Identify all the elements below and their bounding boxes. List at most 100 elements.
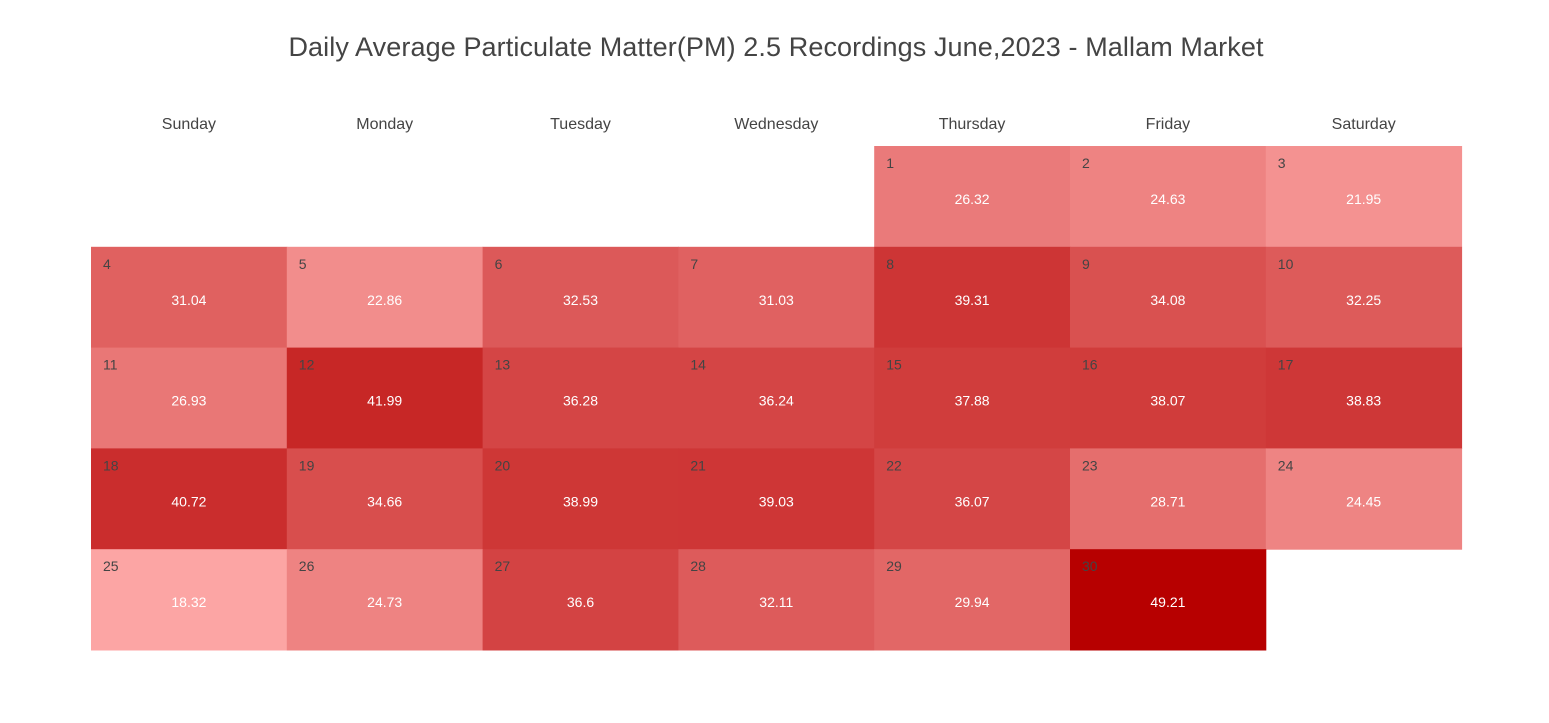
day-cell: 22 36.07 xyxy=(874,448,1071,550)
day-number-label: 15 xyxy=(886,357,902,373)
day-number-label: 3 xyxy=(1278,155,1286,171)
day-cell-fill xyxy=(91,448,288,550)
day-cell-fill xyxy=(874,246,1071,349)
day-cell-fill xyxy=(1265,448,1463,550)
day-cell: 18 40.72 xyxy=(91,448,288,550)
day-cell: 839.31 xyxy=(874,246,1071,349)
day-number-label: 1 xyxy=(886,155,894,171)
day-value-label: 32.53 xyxy=(563,292,598,308)
day-value-label: 38.83 xyxy=(1346,393,1381,409)
weekday-label: Tuesday xyxy=(550,116,611,133)
day-cell-fill xyxy=(482,347,679,449)
day-cell-fill xyxy=(1265,347,1463,449)
day-cell-fill xyxy=(678,549,875,651)
day-cell: 321.95 xyxy=(1265,146,1463,248)
day-value-label: 29.94 xyxy=(955,594,990,610)
day-cell-fill xyxy=(1070,549,1267,651)
weekday-label: Monday xyxy=(356,116,413,133)
day-value-label: 22.86 xyxy=(367,292,402,308)
day-number-label: 17 xyxy=(1278,357,1294,373)
day-cell: 731.03 xyxy=(678,246,875,349)
day-cell-fill xyxy=(1265,246,1463,349)
day-cell: 431.04 xyxy=(91,246,288,349)
day-cell: 27 36.6 xyxy=(482,549,679,651)
day-cell-fill xyxy=(482,549,679,651)
weekday-label: Saturday xyxy=(1332,116,1396,133)
day-value-label: 38.07 xyxy=(1150,393,1185,409)
day-value-label: 34.66 xyxy=(367,493,402,509)
day-cell-fill xyxy=(91,246,288,349)
day-number-label: 4 xyxy=(103,256,111,272)
day-cell: 29 29.94 xyxy=(874,549,1071,651)
day-value-label: 39.03 xyxy=(759,493,794,509)
day-cell: 21 39.03 xyxy=(678,448,875,550)
day-value-label: 36.24 xyxy=(759,393,794,409)
day-value-label: 36.6 xyxy=(567,594,594,610)
day-value-label: 24.45 xyxy=(1346,493,1381,509)
day-value-label: 49.21 xyxy=(1150,594,1185,610)
day-cell-fill xyxy=(1070,347,1267,449)
day-cell-fill xyxy=(874,448,1071,550)
day-cell-fill xyxy=(286,246,484,349)
day-number-label: 20 xyxy=(495,457,511,473)
day-number-label: 29 xyxy=(886,558,902,574)
weekday-label: Sunday xyxy=(162,116,216,133)
day-cell-fill xyxy=(1070,448,1267,550)
day-cell-fill xyxy=(1070,146,1267,248)
day-value-label: 39.31 xyxy=(955,292,990,308)
weekday-header-row: Sunday Monday Tuesday Wednesday Thursday Frid… xyxy=(162,116,1396,133)
day-cell: 10 32.25 xyxy=(1265,246,1463,349)
day-number-label: 23 xyxy=(1082,457,1098,473)
day-number-label: 24 xyxy=(1278,457,1294,473)
day-cell: 12 41.99 xyxy=(286,347,484,449)
day-number-label: 14 xyxy=(690,357,706,373)
day-cell-fill xyxy=(1070,246,1267,349)
day-value-label: 32.11 xyxy=(759,594,793,610)
day-cell-fill xyxy=(678,246,875,349)
weekday-label: Wednesday xyxy=(734,116,818,133)
day-cell: 19 34.66 xyxy=(286,448,484,550)
day-cell: 25 18.32 xyxy=(91,549,288,651)
day-value-label: 26.32 xyxy=(955,191,990,207)
day-cell: 224.63 xyxy=(1070,146,1267,248)
day-number-label: 25 xyxy=(103,558,119,574)
day-value-label: 38.99 xyxy=(563,493,598,509)
day-cell: 16 38.07 xyxy=(1070,347,1267,449)
day-cell: 126.32 xyxy=(874,146,1071,248)
day-value-label: 18.32 xyxy=(171,594,206,610)
day-cell: 30 49.21 xyxy=(1070,549,1267,651)
day-number-label: 21 xyxy=(690,457,706,473)
day-value-label: 24.73 xyxy=(367,594,402,610)
day-number-label: 8 xyxy=(886,256,894,272)
day-value-label: 28.71 xyxy=(1150,493,1185,509)
day-cell: 13 36.28 xyxy=(482,347,679,449)
day-number-label: 13 xyxy=(495,357,511,373)
day-cell-fill xyxy=(482,448,679,550)
day-value-label: 37.88 xyxy=(955,393,990,409)
day-cell-fill xyxy=(1265,146,1463,248)
day-value-label: 41.99 xyxy=(367,393,402,409)
day-number-label: 12 xyxy=(299,357,315,373)
day-number-label: 16 xyxy=(1082,357,1098,373)
day-cell: 522.86 xyxy=(286,246,484,349)
day-cell: 24 24.45 xyxy=(1265,448,1463,550)
day-value-label: 36.07 xyxy=(955,493,990,509)
calendar-cells: 126.32224.63321.95431.04522.86632.53731.… xyxy=(91,146,1463,651)
day-cell: 934.08 xyxy=(1070,246,1267,349)
day-cell-fill xyxy=(874,347,1071,449)
day-cell: 23 28.71 xyxy=(1070,448,1267,550)
day-cell: 11 26.93 xyxy=(91,347,288,449)
day-number-label: 5 xyxy=(299,256,307,272)
day-number-label: 7 xyxy=(690,256,698,272)
day-number-label: 28 xyxy=(690,558,706,574)
day-cell-fill xyxy=(91,347,288,449)
day-number-label: 27 xyxy=(495,558,511,574)
day-cell: 17 38.83 xyxy=(1265,347,1463,449)
day-cell: 26 24.73 xyxy=(286,549,484,651)
day-number-label: 6 xyxy=(495,256,503,272)
day-cell-fill xyxy=(482,246,679,349)
day-cell: 632.53 xyxy=(482,246,679,349)
day-value-label: 31.03 xyxy=(759,292,794,308)
day-value-label: 31.04 xyxy=(171,292,206,308)
weekday-label: Friday xyxy=(1146,116,1190,133)
